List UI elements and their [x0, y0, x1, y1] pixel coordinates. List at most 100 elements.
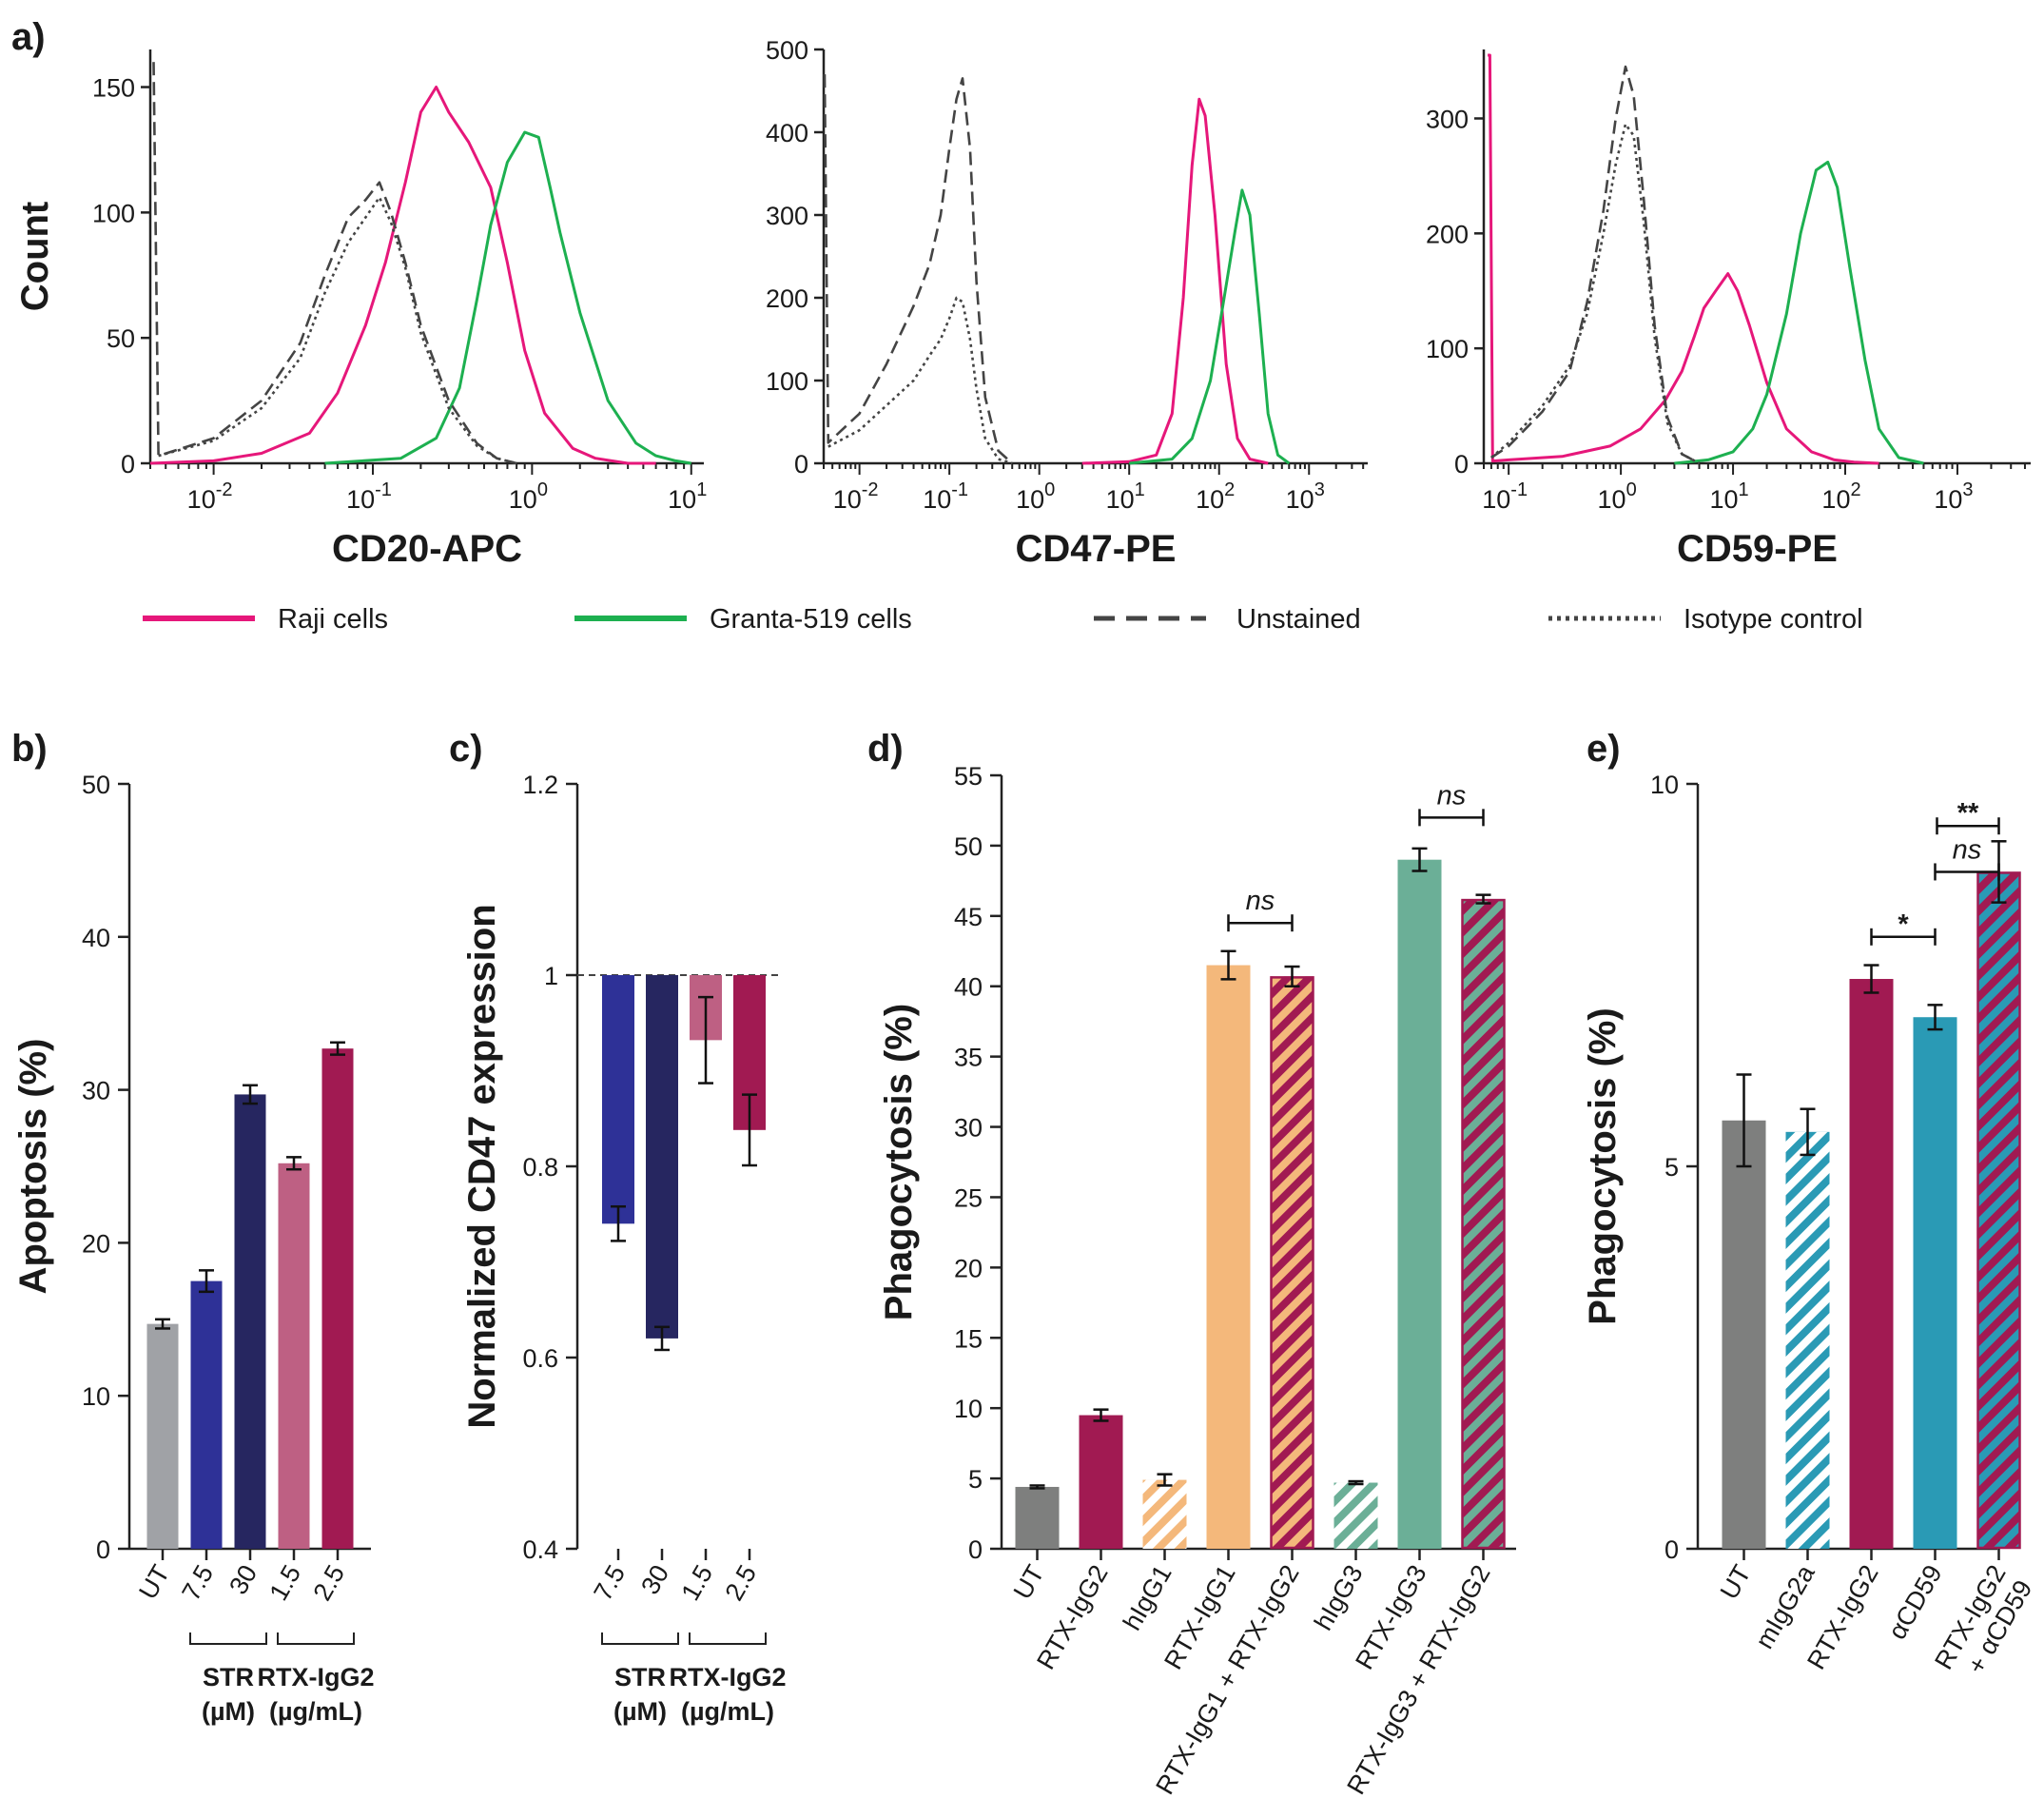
- y-tick-label: 200: [766, 284, 808, 313]
- panel-label: b): [11, 728, 48, 770]
- group-label-2: RTX-IgG2: [257, 1663, 374, 1691]
- x-category-label: 30: [224, 1560, 263, 1599]
- y-tick-label: 55: [954, 762, 983, 791]
- x-category-label: 1.5: [675, 1560, 718, 1606]
- legend: Raji cells Granta-519 cells Unstained Isoty…: [143, 604, 1863, 635]
- bar-1: [1015, 1486, 1060, 1549]
- x-tick-label: 100: [1598, 479, 1637, 514]
- y-tick-label: 50: [82, 771, 110, 799]
- y-axis-title: Apoptosis (%): [12, 1039, 54, 1295]
- y-tick-label: 400: [766, 119, 808, 147]
- bar-hatch-6: [1333, 1482, 1378, 1549]
- panel-label: c): [449, 728, 483, 770]
- histogram-3: 0 100 200 300 10-1 100 101 102 103 CD59-PE: [1426, 49, 2031, 570]
- sig-label-2: ns: [1437, 780, 1467, 811]
- y-tick-label: 0.6: [522, 1344, 558, 1373]
- bar-1: [1722, 1120, 1766, 1549]
- bar-hatch-2: [1785, 1131, 1830, 1549]
- x-category-label: RTX-IgG2+ αCD59: [1929, 1560, 2037, 1690]
- panel-label: a): [11, 16, 46, 58]
- x-tick-label: 10-1: [1482, 479, 1528, 514]
- y-tick-label: 20: [954, 1254, 983, 1282]
- x-tick-label: 101: [1709, 479, 1748, 514]
- histogram-1: a) 0 50 100 150 10-2 10-1 100 101 CD20-APC Count: [11, 16, 707, 570]
- x-tick-label: 101: [1106, 479, 1145, 514]
- sig-label-1: ns: [1246, 886, 1275, 916]
- series-unstained: [823, 74, 1014, 464]
- x-tick-label: 102: [1196, 479, 1235, 514]
- bar-hatch-8: [1461, 899, 1506, 1549]
- x-axis-title: CD20-APC: [332, 528, 522, 570]
- series-raji-cells: [1488, 53, 1879, 465]
- y-tick-label: 50: [107, 324, 135, 353]
- y-tick-label: 100: [1426, 335, 1469, 363]
- y-tick-label: 200: [1426, 220, 1469, 248]
- y-axis-title: Phagocytosis (%): [878, 1004, 920, 1320]
- bar-chart-c: c) 0.4 0.6 0.8 1 1.2 Normalized CD47 expressio…: [449, 728, 787, 1726]
- y-tick-label: 0: [1454, 450, 1469, 479]
- group-label-2: RTX-IgG2: [669, 1663, 786, 1691]
- group-unit-1: (µM): [613, 1697, 667, 1726]
- histogram-2: 0 100 200 300 400 500 10-2 10-1 100 101 102 103 CD47…: [766, 36, 1368, 570]
- y-tick-label: 20: [82, 1229, 110, 1258]
- bar-7: [1397, 859, 1442, 1549]
- sig-label-2: ns: [1953, 834, 1982, 865]
- group-unit-2: (µg/mL): [681, 1697, 774, 1726]
- x-category-label: UT: [1715, 1560, 1757, 1604]
- y-tick-label: 5: [1664, 1153, 1679, 1182]
- y-tick-label: 0: [968, 1535, 983, 1564]
- x-category-label: αCD59: [1882, 1560, 1947, 1644]
- y-tick-label: 35: [954, 1044, 983, 1072]
- series-granta-519-cells: [324, 130, 691, 465]
- bar-1: [146, 1323, 179, 1549]
- x-category-label: 30: [635, 1560, 674, 1599]
- y-tick-label: 10: [82, 1382, 110, 1411]
- x-tick-label: 100: [1016, 479, 1055, 514]
- x-category-label: 7.5: [588, 1560, 631, 1606]
- y-tick-label: 40: [82, 924, 110, 952]
- bar-2: [190, 1280, 223, 1549]
- x-tick-label: 10-2: [833, 479, 879, 514]
- x-category-label: hIgG1: [1118, 1560, 1178, 1635]
- y-tick-label: 300: [766, 202, 808, 230]
- bar-4: [1206, 965, 1251, 1549]
- group-bracket-2: [689, 1632, 767, 1645]
- group-unit-1: (µM): [202, 1697, 255, 1726]
- sig-label-1: *: [1898, 909, 1909, 940]
- y-tick-label: 50: [954, 832, 983, 861]
- legend-label-3: Unstained: [1236, 604, 1361, 635]
- y-tick-label: 100: [766, 367, 808, 396]
- group-label-1: STR: [614, 1663, 666, 1691]
- x-category-label: hIgG3: [1309, 1560, 1369, 1635]
- legend-label-4: Isotype control: [1684, 604, 1863, 635]
- x-category-label: UT: [1008, 1560, 1050, 1604]
- x-axis-title: CD47-PE: [1016, 528, 1177, 570]
- y-tick-label: 25: [954, 1183, 983, 1212]
- sig-label-3: **: [1957, 798, 1979, 829]
- y-tick-label: 15: [954, 1324, 983, 1353]
- series-isotype-control: [827, 296, 1013, 465]
- y-tick-label: 1: [544, 962, 558, 990]
- y-tick-label: 10: [1650, 771, 1679, 799]
- series-raji-cells: [149, 86, 656, 465]
- x-axis-title: CD59-PE: [1677, 528, 1838, 570]
- x-category-label: mIgG2a: [1750, 1559, 1820, 1653]
- y-tick-label: 0: [1664, 1535, 1679, 1564]
- x-category-label: 2.5: [719, 1560, 762, 1606]
- series-raji-cells: [1081, 97, 1269, 465]
- x-tick-label: 101: [668, 479, 707, 514]
- y-tick-label: 30: [954, 1114, 983, 1143]
- bar-4: [278, 1163, 310, 1549]
- y-tick-label: 45: [954, 903, 983, 931]
- bar-2: [646, 975, 678, 1339]
- series-granta-519-cells: [1674, 160, 1924, 465]
- y-tick-label: 0.4: [522, 1535, 558, 1564]
- x-tick-label: 103: [1286, 479, 1325, 514]
- x-tick-label: 10-1: [346, 479, 392, 514]
- y-tick-label: 10: [954, 1395, 983, 1423]
- bar-5: [321, 1048, 354, 1549]
- legend-label-2: Granta-519 cells: [710, 604, 912, 635]
